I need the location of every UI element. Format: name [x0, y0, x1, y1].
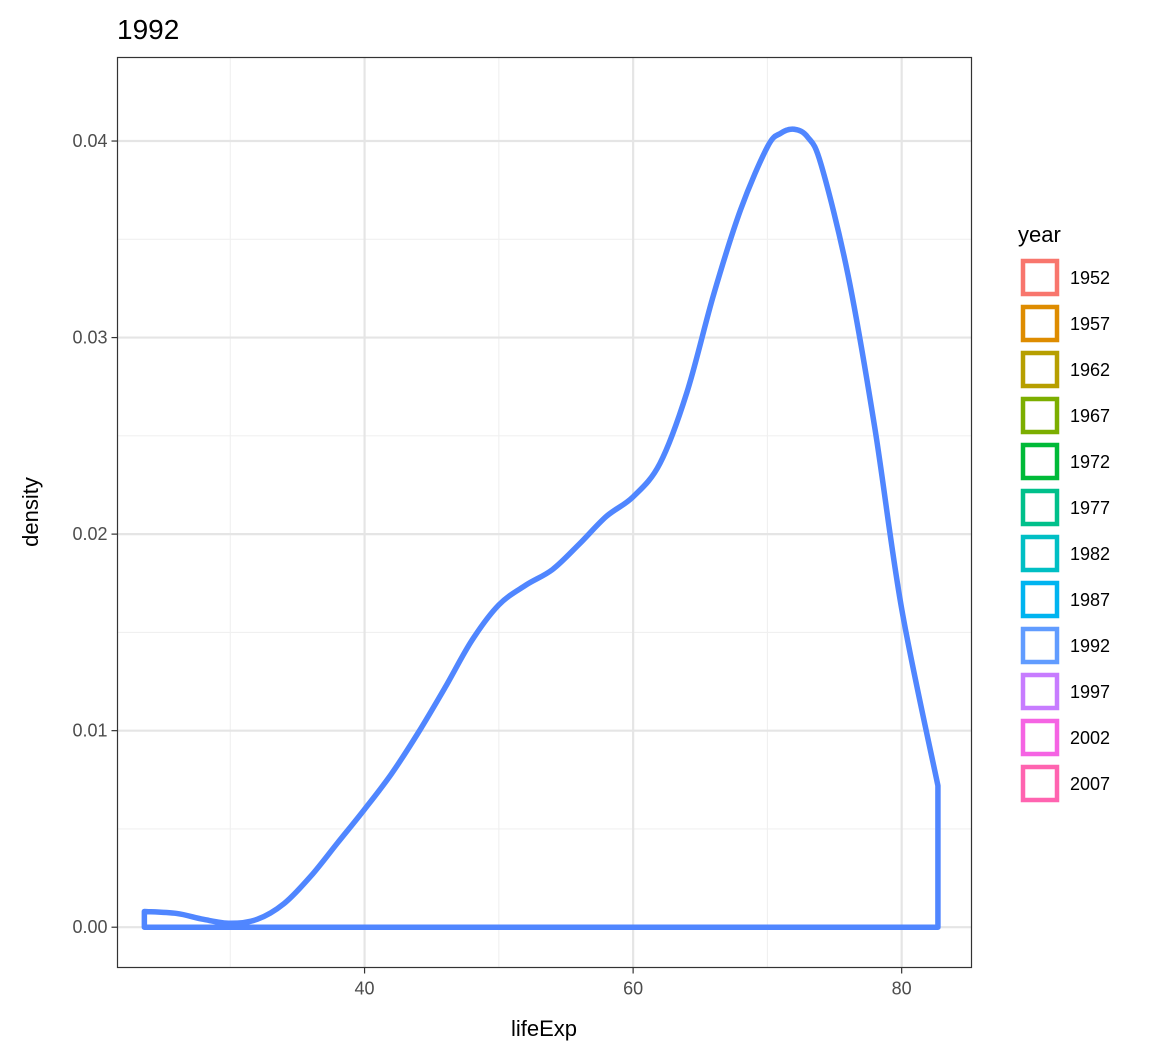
y-axis-title: density: [18, 477, 43, 547]
legend-label-2007: 2007: [1070, 774, 1110, 794]
x-tick-label-0: 40: [355, 979, 375, 999]
legend-label-1992: 1992: [1070, 636, 1110, 656]
x-axis-ticks: 40 60 80: [355, 967, 912, 999]
legend-key-2007: [1020, 764, 1060, 803]
plot-title: 1992: [117, 14, 179, 45]
legend-label-1967: 1967: [1070, 406, 1110, 426]
legend-label-1952: 1952: [1070, 268, 1110, 288]
legend-label-1997: 1997: [1070, 682, 1110, 702]
legend-key-1972: [1020, 442, 1060, 481]
legend-label-1957: 1957: [1070, 314, 1110, 334]
plot-panel: [117, 57, 972, 968]
plot-panel-border: [116, 56, 973, 969]
y-axis-ticks: 0.00 0.01 0.02 0.03 0.04: [72, 131, 118, 937]
legend-key-1982: [1020, 534, 1060, 573]
legend-key-1962: [1020, 350, 1060, 389]
minor-gridlines: [117, 57, 972, 968]
density-curve-1992: [141, 126, 941, 930]
y-tick-label-0: 0.00: [72, 917, 107, 937]
legend-key-2002: [1020, 718, 1060, 757]
legend-label-2002: 2002: [1070, 728, 1110, 748]
legend-key-1997: [1020, 672, 1060, 711]
x-tick-label-2: 80: [892, 979, 912, 999]
legend-label-1972: 1972: [1070, 452, 1110, 472]
x-axis-title: lifeExp: [511, 1016, 577, 1041]
legend-key-1992: [1020, 626, 1060, 665]
legend-title: year: [1018, 222, 1061, 247]
legend-key-1977: [1020, 488, 1060, 527]
y-tick-label-3: 0.03: [72, 328, 107, 348]
x-tick-label-1: 60: [623, 979, 643, 999]
legend-label-1987: 1987: [1070, 590, 1110, 610]
legend-key-1967: [1020, 396, 1060, 435]
legend-key-1957: [1020, 304, 1060, 343]
legend: year 1952 1957 1962 1967 1972 1977 1982 1987 199…: [1018, 222, 1110, 803]
legend-key-1987: [1020, 580, 1060, 619]
series-layer: [141, 126, 941, 930]
legend-key-1952: [1020, 258, 1060, 297]
legend-label-1982: 1982: [1070, 544, 1110, 564]
legend-label-1962: 1962: [1070, 360, 1110, 380]
y-tick-label-1: 0.01: [72, 721, 107, 741]
legend-label-1977: 1977: [1070, 498, 1110, 518]
y-tick-label-4: 0.04: [72, 131, 107, 151]
y-tick-label-2: 0.02: [72, 524, 107, 544]
